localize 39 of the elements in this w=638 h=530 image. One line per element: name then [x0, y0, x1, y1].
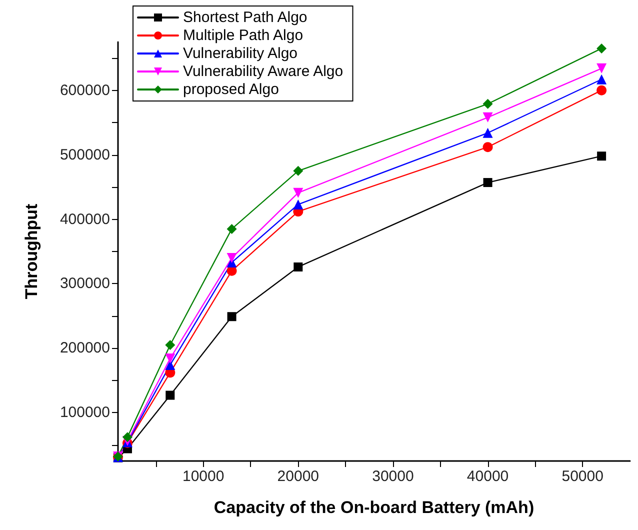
point	[597, 152, 606, 161]
point	[482, 98, 493, 109]
y-tick-label: 400000	[60, 210, 110, 228]
legend-label: Shortest Path Algo	[183, 9, 308, 26]
point	[226, 224, 237, 234]
legend-label: Vulnerability Algo	[183, 45, 298, 62]
point	[293, 199, 304, 210]
point	[482, 128, 493, 138]
x-tick-label: 20000	[277, 468, 320, 485]
y-tick-label: 300000	[60, 275, 110, 292]
x-tick-label: 40000	[466, 468, 509, 485]
point	[293, 188, 304, 198]
legend-label: proposed Algo	[183, 81, 279, 98]
legend-label: Vulnerability Aware Algo	[183, 63, 344, 80]
point	[482, 112, 493, 122]
point	[226, 252, 237, 263]
y-tick-label: 500000	[60, 146, 110, 164]
x-tick-label: 50000	[562, 468, 604, 485]
y-axis-title: Throughput	[22, 203, 41, 300]
y-tick-label: 200000	[60, 340, 110, 357]
point	[482, 142, 493, 152]
point	[596, 43, 607, 54]
point	[483, 178, 492, 188]
x-tick-label: 30000	[372, 468, 414, 485]
y-tick-label: 100000	[60, 404, 110, 422]
point	[227, 312, 236, 322]
point	[165, 354, 176, 364]
point	[165, 340, 176, 350]
x-axis-title: Capacity of the On-board Battery (mAh)	[214, 498, 534, 517]
y-tick-label: 600000	[60, 82, 110, 99]
point	[596, 74, 607, 84]
point	[596, 85, 607, 96]
legend-label: Multiple Path Algo	[183, 27, 304, 44]
point	[122, 432, 132, 442]
point	[166, 390, 175, 400]
point	[596, 63, 607, 74]
point	[293, 166, 304, 176]
point	[294, 262, 303, 272]
x-tick-label: 10000	[182, 468, 224, 485]
